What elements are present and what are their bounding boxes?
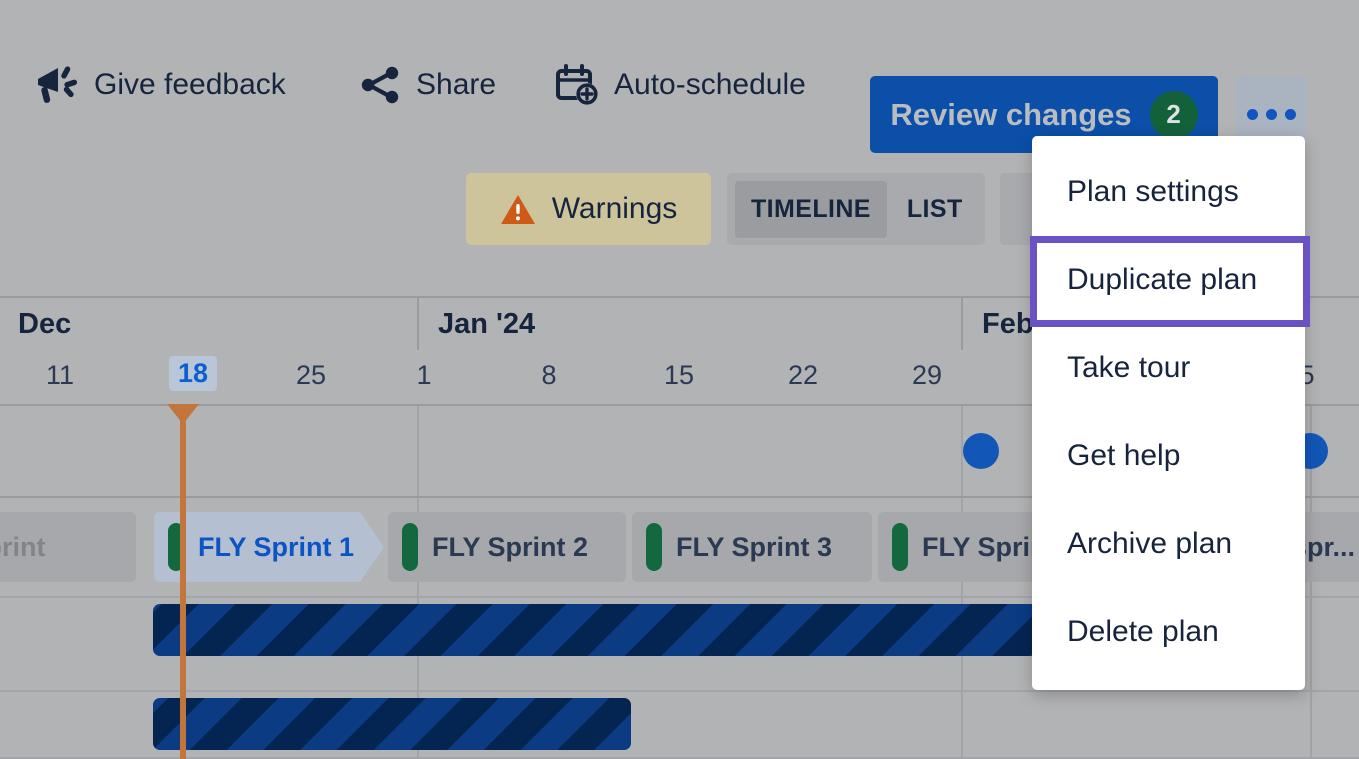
month-separator xyxy=(961,298,963,350)
sprint-label: FLY Sprint 3 xyxy=(676,531,833,562)
sprint-chip-previous[interactable]: t sprint xyxy=(0,512,136,582)
sprint-status-pill xyxy=(646,523,662,571)
sprint-chip-fly-sprint-3[interactable]: FLY Sprint 3 xyxy=(632,512,872,582)
warnings-button[interactable]: Warnings xyxy=(466,173,711,245)
menu-item-get-help[interactable]: Get help xyxy=(1032,412,1305,500)
day-tick-15[interactable]: 15 xyxy=(663,360,695,390)
milestone-dot[interactable] xyxy=(963,433,999,469)
menu-item-plan-settings[interactable]: Plan settings xyxy=(1032,148,1305,236)
megaphone-icon xyxy=(34,63,80,107)
day-tick-25[interactable]: 25 xyxy=(295,360,327,390)
row-divider xyxy=(0,757,1359,759)
sprint-label: FLY Sprint 1 xyxy=(198,531,355,562)
review-changes-count-badge: 2 xyxy=(1149,90,1198,139)
tab-timeline[interactable]: TIMELINE xyxy=(735,180,887,238)
day-tick-1[interactable]: 1 xyxy=(416,360,432,390)
gantt-bar-striped[interactable] xyxy=(153,698,631,750)
sprint-label: FLY Sprint 2 xyxy=(432,531,589,562)
share-icon xyxy=(358,63,402,107)
auto-schedule-label: Auto-schedule xyxy=(614,68,806,101)
view-controls-bar: Warnings TIMELINE LIST ⋮ xyxy=(0,170,1359,250)
day-tick-11[interactable]: 11 xyxy=(45,360,75,390)
sprint-status-pill xyxy=(892,523,908,571)
month-separator xyxy=(417,298,419,350)
timeline-gridline xyxy=(417,406,419,759)
warnings-label: Warnings xyxy=(551,192,678,225)
today-marker-arrow xyxy=(167,404,199,424)
ellipsis-icon xyxy=(1246,109,1258,120)
day-tick-29[interactable]: 29 xyxy=(911,360,943,390)
row-divider xyxy=(0,596,1359,598)
ellipsis-icon xyxy=(1284,109,1296,120)
view-mode-toggle: TIMELINE LIST xyxy=(727,173,985,245)
day-tick-8[interactable]: 8 xyxy=(541,360,557,390)
warning-triangle-icon xyxy=(500,193,536,226)
sprint-chip-fly-sprint-2[interactable]: FLY Sprint 2 xyxy=(388,512,626,582)
share-label: Share xyxy=(416,68,497,101)
menu-item-delete-plan[interactable]: Delete plan xyxy=(1032,588,1305,676)
tab-list[interactable]: LIST xyxy=(891,181,979,238)
today-marker-line xyxy=(180,406,186,759)
review-changes-label: Review changes xyxy=(890,96,1132,132)
share-button[interactable]: Share xyxy=(352,57,502,113)
menu-item-duplicate-plan[interactable]: Duplicate plan xyxy=(1032,236,1305,324)
give-feedback-button[interactable]: Give feedback xyxy=(28,57,292,113)
menu-item-take-tour[interactable]: Take tour xyxy=(1032,324,1305,412)
ellipsis-icon xyxy=(1265,109,1277,120)
month-label-dec: Dec xyxy=(18,308,72,340)
calendar-plus-icon xyxy=(554,63,600,107)
menu-item-archive-plan[interactable]: Archive plan xyxy=(1032,500,1305,588)
month-label-jan: Jan '24 xyxy=(438,308,536,340)
timeline-gridline xyxy=(961,406,963,759)
sprint-label: t sprint xyxy=(0,531,46,562)
sprint-status-pill xyxy=(402,523,418,571)
month-label-feb: Feb xyxy=(982,308,1034,340)
plan-options-menu: Plan settings Duplicate plan Take tour G… xyxy=(1032,136,1305,690)
day-tick-today-18[interactable]: 18 xyxy=(168,356,218,391)
top-toolbar: Give feedback Share xyxy=(0,30,1359,153)
timeline-header-divider xyxy=(0,404,1359,406)
timeline-gridline xyxy=(1310,406,1312,759)
timeline-header: Dec Jan '24 Feb 11 18 25 1 8 15 22 29 5 xyxy=(0,296,1359,406)
sprint-chip-fly-sprint-1[interactable]: FLY Sprint 1 xyxy=(154,512,384,582)
auto-schedule-button[interactable]: Auto-schedule xyxy=(548,57,812,113)
give-feedback-label: Give feedback xyxy=(94,68,286,101)
day-tick-22[interactable]: 22 xyxy=(787,360,819,390)
row-divider xyxy=(0,690,1359,692)
